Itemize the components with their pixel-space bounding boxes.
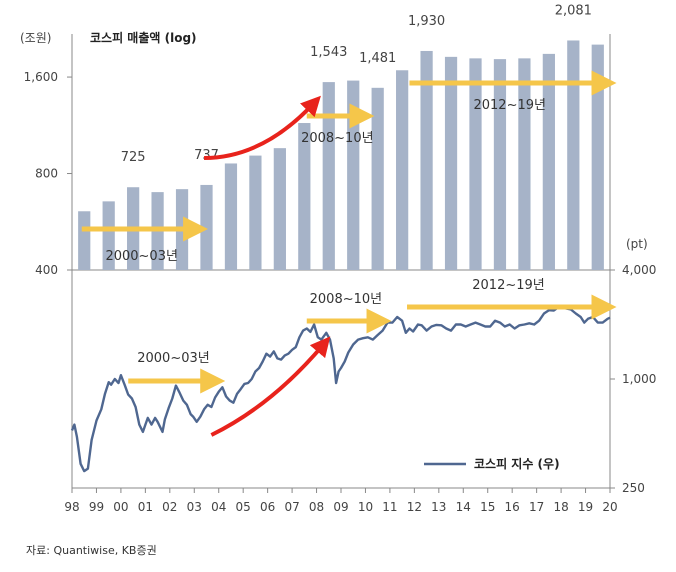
sales-data-label: 2,081 xyxy=(555,3,592,18)
x-tick-label: 10 xyxy=(358,500,373,514)
sales-bar xyxy=(371,87,384,270)
period-label: 2000~03년 xyxy=(105,249,177,264)
sales-bar xyxy=(347,80,360,270)
growth-arrow xyxy=(210,336,331,437)
sales-data-label: 725 xyxy=(121,150,146,165)
x-tick-label: 16 xyxy=(505,500,520,514)
x-tick-label: 12 xyxy=(407,500,422,514)
sales-y-tick-label: 400 xyxy=(35,263,58,277)
period-label: 2000~03년 xyxy=(137,351,209,366)
x-tick-label: 02 xyxy=(162,500,177,514)
x-tick-label: 05 xyxy=(236,500,251,514)
kospi-index-line-panel: 250 1,000 4,000 98 99 00 01 02 03 04 05 06 07 08 09 10 1… xyxy=(64,263,656,514)
sales-bar xyxy=(102,201,115,270)
index-y-tick-label: 4,000 xyxy=(622,263,656,277)
kospi-index-line xyxy=(70,305,611,473)
period-label: 2008~10년 xyxy=(310,292,382,307)
x-tick-label: 14 xyxy=(456,500,471,514)
x-tick-label: 04 xyxy=(211,500,226,514)
sales-chart-title: 코스피 매출액 (log) xyxy=(90,30,197,45)
x-tick-label: 98 xyxy=(64,500,79,514)
sales-bar xyxy=(298,123,311,270)
sales-bar xyxy=(322,82,335,271)
sales-bar xyxy=(420,50,433,270)
sales-bar xyxy=(224,163,238,270)
sales-bar xyxy=(542,53,555,270)
source-note: 자료: Quantiwise, KB증권 xyxy=(26,544,157,557)
x-tick-label: 17 xyxy=(529,500,544,514)
sales-bar xyxy=(567,40,580,271)
sales-data-label: 737 xyxy=(194,148,219,163)
x-tick-label: 08 xyxy=(309,500,324,514)
period-label: 2012~19년 xyxy=(472,278,544,293)
x-tick-label: 20 xyxy=(602,500,617,514)
x-tick-label: 99 xyxy=(89,500,104,514)
sales-bar xyxy=(493,59,507,270)
sales-data-label: 1,481 xyxy=(359,51,396,66)
period-label: 2008~10년 xyxy=(301,131,373,146)
index-y-tick-label: 1,000 xyxy=(622,372,656,386)
sales-bar xyxy=(444,56,458,270)
legend-label: 코스피 지수 (우) xyxy=(474,456,560,471)
index-y-tick-label: 250 xyxy=(622,481,645,495)
sales-bar xyxy=(518,58,531,271)
x-tick-label: 07 xyxy=(284,500,299,514)
x-tick-label: 13 xyxy=(431,500,446,514)
index-unit-label: (pt) xyxy=(626,237,648,251)
x-tick-label: 15 xyxy=(480,500,495,514)
sales-y-tick-label: 1,600 xyxy=(24,70,58,84)
sales-bar xyxy=(78,211,91,270)
x-tick-label: 19 xyxy=(578,500,593,514)
sales-bar xyxy=(396,70,409,271)
sales-bar xyxy=(249,155,262,270)
sales-data-label: 1,543 xyxy=(310,45,347,60)
sales-bar xyxy=(200,184,213,270)
x-tick-label: 06 xyxy=(260,500,275,514)
sales-bar xyxy=(591,44,604,270)
sales-unit-label: (조원) xyxy=(20,31,51,45)
sales-y-tick-label: 800 xyxy=(35,167,58,181)
x-tick-label: 09 xyxy=(333,500,348,514)
growth-arrow xyxy=(204,95,321,160)
sales-bar xyxy=(273,148,286,270)
x-tick-label: 01 xyxy=(138,500,153,514)
x-tick-label: 00 xyxy=(113,500,128,514)
sales-bar-panel: 400 800 1,600 725 737 1,543 1,481 1,930 2,081 200… xyxy=(24,3,617,488)
sales-data-label: 1,930 xyxy=(408,14,445,29)
x-tick-label: 18 xyxy=(553,500,568,514)
x-tick-label: 03 xyxy=(187,500,202,514)
period-label: 2012~19년 xyxy=(473,98,545,113)
sales-bar xyxy=(469,58,482,271)
x-tick-label: 11 xyxy=(382,500,397,514)
